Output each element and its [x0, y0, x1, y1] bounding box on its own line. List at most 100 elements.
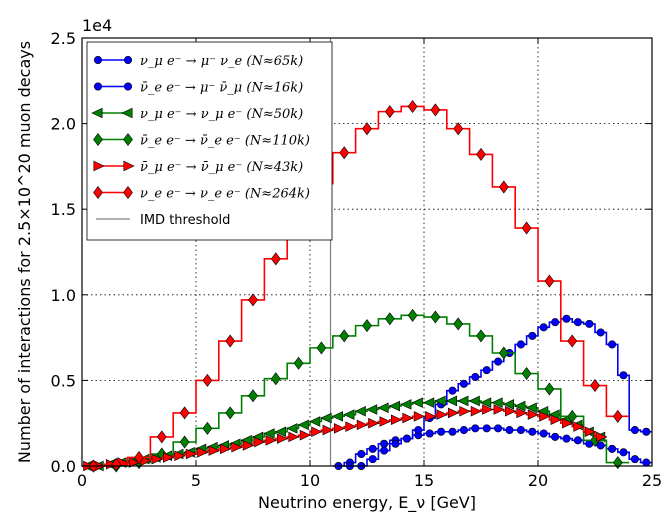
data-point — [516, 340, 525, 349]
data-point — [384, 312, 395, 326]
data-point — [612, 409, 623, 423]
legend-marker — [123, 186, 133, 199]
data-point — [333, 423, 346, 434]
data-point — [471, 372, 480, 381]
data-point — [390, 414, 403, 426]
data-point — [339, 146, 350, 160]
data-point — [430, 310, 441, 324]
data-point — [320, 412, 332, 424]
data-point — [459, 405, 471, 417]
data-point — [311, 426, 323, 438]
x-tick-label: 20 — [528, 471, 548, 490]
data-point — [453, 122, 464, 136]
data-point — [356, 419, 369, 431]
legend-marker — [93, 186, 103, 199]
data-point — [482, 366, 491, 375]
legend-marker — [93, 55, 103, 65]
data-point — [202, 373, 213, 387]
data-point — [630, 455, 639, 464]
data-point — [516, 426, 525, 435]
data-point — [156, 430, 167, 444]
data-point — [270, 372, 281, 386]
data-point — [527, 409, 540, 420]
data-point — [322, 424, 334, 436]
data-point — [539, 323, 548, 332]
data-point — [551, 432, 560, 441]
data-point — [550, 414, 562, 426]
data-point — [494, 424, 503, 433]
data-point — [179, 435, 190, 449]
data-point — [470, 405, 483, 417]
data-point — [630, 426, 639, 435]
plot-frame — [81, 37, 653, 467]
legend-label: ν_μ e⁻ → ν_μ e⁻ (N≈50k) — [140, 107, 303, 122]
x-tick-label: 10 — [300, 471, 320, 490]
data-point — [619, 371, 628, 380]
data-point — [498, 180, 509, 194]
data-point — [288, 431, 300, 443]
data-point — [368, 444, 377, 453]
data-point — [163, 452, 175, 463]
data-point — [608, 340, 617, 349]
data-point — [562, 314, 571, 323]
legend-label: ν̄_e e⁻ → μ⁻ ν̄_μ (N≈16k) — [140, 81, 303, 96]
data-point — [248, 389, 258, 403]
x-axis-label: Neutrino energy, E_ν [GeV] — [258, 493, 476, 513]
x-tick-label: 0 — [77, 471, 87, 490]
data-point — [368, 417, 380, 429]
data-point — [357, 449, 366, 459]
data-point — [345, 421, 357, 432]
x-tick-label: 25 — [642, 471, 662, 490]
data-point — [265, 435, 277, 446]
data-point — [476, 329, 486, 343]
data-point — [400, 399, 412, 410]
data-point — [619, 448, 628, 457]
data-point — [562, 434, 571, 443]
data-point — [414, 426, 423, 435]
data-point — [422, 397, 435, 408]
data-point — [128, 457, 141, 468]
y-tick-label: 1.5 — [51, 200, 76, 219]
data-point — [362, 319, 372, 333]
y-tick-label: 1.0 — [51, 286, 76, 305]
data-point — [365, 404, 378, 415]
data-point — [491, 397, 503, 408]
data-point — [343, 409, 355, 420]
y-axis-label: Number of interactions for 2.5×10^20 muo… — [15, 41, 34, 463]
x-tick-label: 5 — [191, 471, 201, 490]
legend-marker — [123, 82, 133, 91]
data-point — [482, 424, 491, 433]
y-offset-label: 1e4 — [82, 16, 112, 35]
data-point — [493, 404, 505, 415]
data-point — [608, 444, 617, 453]
data-point — [174, 450, 186, 462]
data-point — [528, 331, 537, 340]
legend-label: ν_μ e⁻ → μ⁻ ν_e (N≈65k) — [140, 54, 303, 69]
data-point — [407, 99, 418, 113]
data-point — [225, 406, 236, 420]
data-point — [539, 429, 548, 438]
data-point — [299, 429, 312, 441]
data-point — [293, 356, 304, 370]
data-point — [379, 416, 391, 427]
data-point — [551, 318, 560, 327]
legend-marker — [93, 133, 103, 146]
legend-marker — [93, 160, 105, 172]
data-point — [297, 419, 309, 431]
data-point — [413, 411, 426, 422]
data-point — [447, 407, 460, 419]
legend-marker — [123, 55, 133, 65]
data-point — [220, 443, 232, 455]
data-point — [544, 382, 555, 396]
data-point — [573, 436, 582, 445]
data-point — [596, 441, 605, 450]
data-point — [208, 445, 220, 456]
data-point — [567, 409, 578, 423]
data-point — [521, 367, 532, 381]
legend: ν_μ e⁻ → μ⁻ ν_e (N≈65k) ν̄_e e⁻ → μ⁻ ν̄_μ… — [86, 41, 333, 241]
data-point — [514, 400, 526, 412]
data-point — [185, 448, 198, 460]
data-point — [453, 317, 464, 331]
data-point — [339, 329, 350, 343]
